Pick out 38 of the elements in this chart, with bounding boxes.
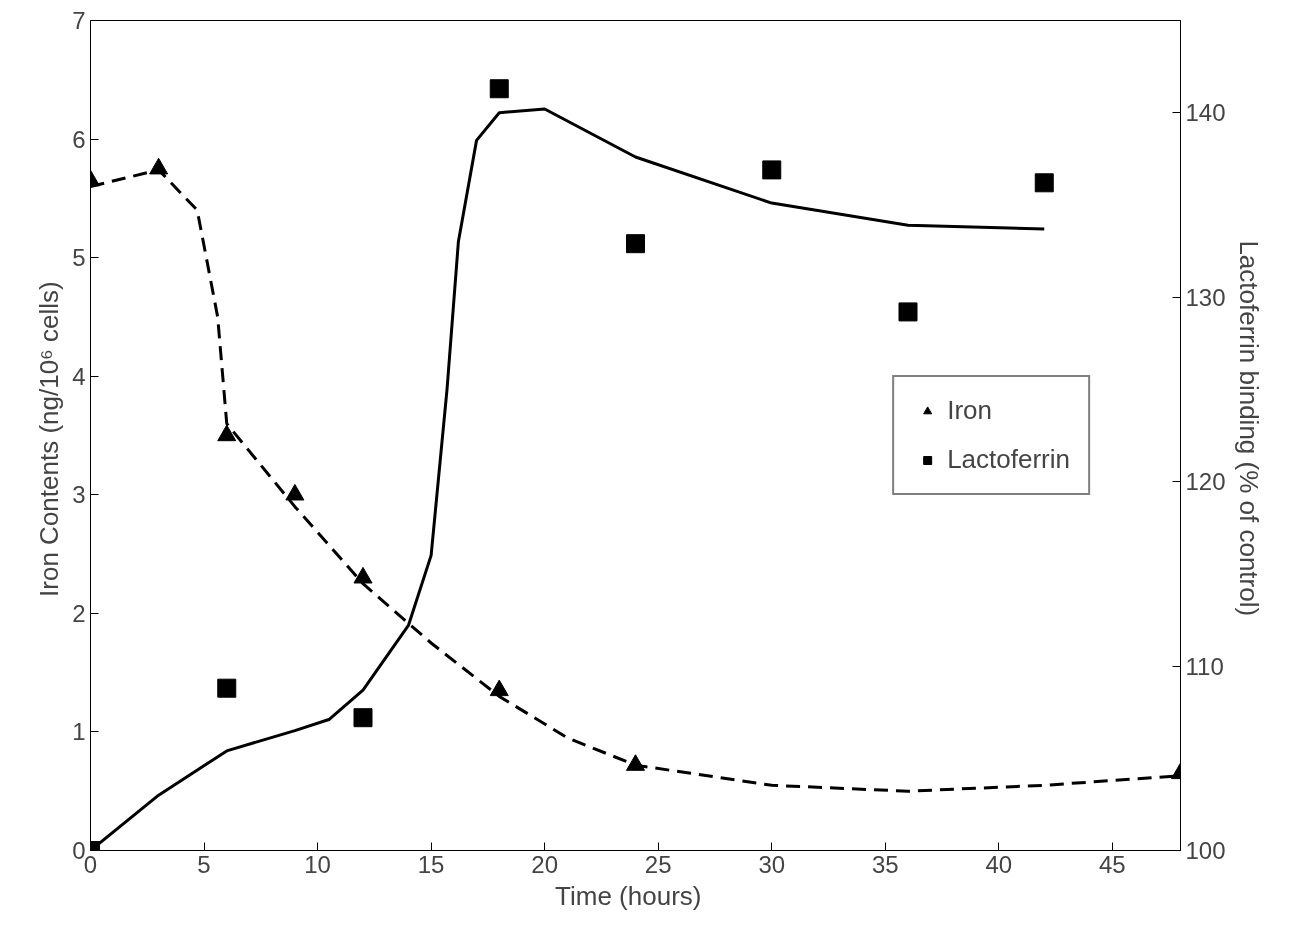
y-axis-title: Iron Contents (ng/10⁶ cells) [34, 281, 65, 597]
y2-tick-label: 110 [1185, 652, 1224, 680]
x-tick-label: 45 [1099, 850, 1126, 878]
y-tick-label: 4 [72, 362, 86, 390]
x-tick-label: 10 [304, 850, 331, 878]
point [489, 679, 509, 697]
point [1034, 173, 1054, 193]
point [217, 424, 237, 442]
y2-tick-label: 130 [1185, 283, 1226, 311]
point [285, 483, 305, 501]
x-tick-label: 20 [531, 850, 559, 878]
point [489, 79, 509, 99]
y-tick-label: 3 [72, 481, 86, 509]
legend-label: Iron [947, 395, 992, 426]
y-tick-label: 6 [72, 125, 86, 153]
y2-tick-label: 100 [1185, 837, 1226, 864]
point [353, 566, 373, 584]
y-tick-label: 7 [72, 7, 86, 34]
x-tick-label: 30 [758, 850, 786, 878]
x-tick-label: 40 [985, 850, 1013, 878]
x-tick-label: 25 [644, 850, 672, 878]
point [149, 157, 169, 175]
point [217, 678, 237, 698]
y2-axis-title: Lactoferrin binding (% of control) [1233, 240, 1264, 617]
point [353, 708, 373, 728]
legend-label: Lactoferrin [947, 444, 1070, 475]
y-tick-label: 5 [72, 244, 86, 272]
x-tick-label: 35 [871, 850, 899, 878]
x-tick-label: 5 [197, 850, 211, 878]
x-tick-label: 15 [417, 850, 445, 878]
y2-tick-label: 120 [1185, 468, 1226, 496]
point [762, 160, 782, 180]
point [898, 302, 918, 322]
y-tick-label: 1 [72, 718, 86, 746]
x-axis-title: Time (hours) [555, 880, 702, 911]
y2-tick-label: 140 [1185, 99, 1226, 127]
y-tick-label: 2 [72, 599, 86, 627]
point [626, 234, 645, 254]
